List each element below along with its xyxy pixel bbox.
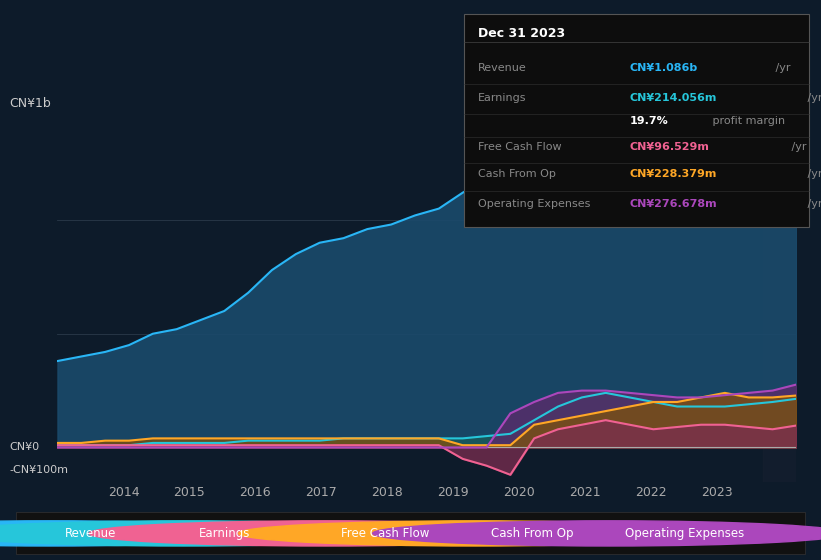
Circle shape	[89, 521, 562, 546]
Text: Earnings: Earnings	[200, 527, 250, 540]
Circle shape	[0, 521, 420, 546]
Text: -CN¥100m: -CN¥100m	[10, 465, 68, 475]
Text: CN¥214.056m: CN¥214.056m	[630, 93, 717, 102]
Text: /yr: /yr	[772, 63, 791, 73]
Text: Revenue: Revenue	[478, 63, 526, 73]
Circle shape	[373, 521, 821, 546]
Text: Free Cash Flow: Free Cash Flow	[342, 527, 429, 540]
Text: Cash From Op: Cash From Op	[491, 527, 573, 540]
Bar	[764, 118, 803, 482]
Text: CN¥276.678m: CN¥276.678m	[630, 199, 717, 209]
Text: CN¥1b: CN¥1b	[10, 97, 51, 110]
Text: Earnings: Earnings	[478, 93, 526, 102]
Text: CN¥1.086b: CN¥1.086b	[630, 63, 698, 73]
Circle shape	[0, 521, 286, 546]
Text: Operating Expenses: Operating Expenses	[478, 199, 590, 209]
Text: /yr: /yr	[804, 93, 821, 102]
Text: Dec 31 2023: Dec 31 2023	[478, 27, 565, 40]
Text: CN¥96.529m: CN¥96.529m	[630, 142, 709, 152]
Text: Free Cash Flow: Free Cash Flow	[478, 142, 562, 152]
Text: profit margin: profit margin	[709, 116, 785, 126]
FancyBboxPatch shape	[16, 512, 805, 554]
Text: Revenue: Revenue	[66, 527, 117, 540]
Text: /yr: /yr	[804, 169, 821, 179]
Text: /yr: /yr	[788, 142, 806, 152]
Text: 19.7%: 19.7%	[630, 116, 668, 126]
Text: Cash From Op: Cash From Op	[478, 169, 556, 179]
Circle shape	[239, 521, 712, 546]
Text: CN¥0: CN¥0	[10, 442, 39, 452]
Text: /yr: /yr	[804, 199, 821, 209]
Text: Operating Expenses: Operating Expenses	[625, 527, 744, 540]
Text: CN¥228.379m: CN¥228.379m	[630, 169, 717, 179]
FancyBboxPatch shape	[464, 14, 809, 227]
